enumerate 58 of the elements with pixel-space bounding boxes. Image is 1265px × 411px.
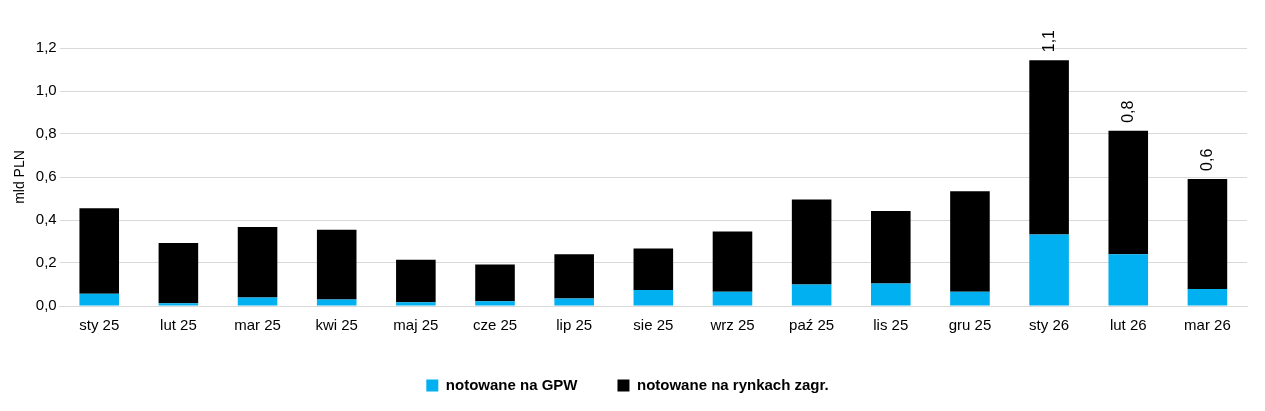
legend-label: notowane na GPW xyxy=(445,375,579,393)
bar xyxy=(79,208,120,294)
x-tick-label: lip 25 xyxy=(556,316,593,334)
x-tick-label: mar 26 xyxy=(1184,316,1231,334)
x-tick-label: maj 25 xyxy=(393,316,439,334)
bar xyxy=(1108,254,1149,306)
x-tick-label: lut 25 xyxy=(160,316,197,334)
bar xyxy=(633,248,674,291)
bar xyxy=(316,229,357,300)
bar xyxy=(871,283,911,306)
x-tick-label: sty 25 xyxy=(79,316,120,334)
x-tick-label: kwi 25 xyxy=(315,316,358,334)
bar xyxy=(237,226,278,298)
bar xyxy=(158,303,199,306)
y-tick-label: 0,2 xyxy=(35,253,57,271)
x-tick-label: paź 25 xyxy=(789,316,835,334)
x-tick-label: sty 26 xyxy=(1029,316,1070,334)
bar xyxy=(633,290,674,306)
bar xyxy=(475,301,515,306)
x-tick-label: lis 25 xyxy=(873,316,909,334)
bar xyxy=(554,254,594,299)
bar xyxy=(712,291,753,306)
bar xyxy=(950,191,990,292)
bar xyxy=(871,210,911,284)
bar xyxy=(1108,130,1149,255)
total-label: 0,6 xyxy=(1197,148,1215,171)
bar xyxy=(791,284,832,306)
x-tick-label: mar 25 xyxy=(234,316,281,334)
bar xyxy=(396,302,436,306)
y-axis-title: mld PLN xyxy=(11,150,28,204)
bar xyxy=(79,293,120,306)
bar xyxy=(1187,178,1228,290)
bar xyxy=(316,299,357,306)
bar xyxy=(237,297,278,306)
bar xyxy=(791,199,832,285)
bar xyxy=(554,298,594,306)
y-tick-label: 1,0 xyxy=(35,81,57,99)
y-tick-label: 1,2 xyxy=(35,38,57,56)
y-tick-label: 0,8 xyxy=(35,124,57,142)
legend-label: notowane na rynkach zagr. xyxy=(636,375,829,393)
bar xyxy=(1029,234,1069,306)
bar xyxy=(475,264,515,302)
x-tick-label: wrz 25 xyxy=(709,316,755,334)
total-label: 1,1 xyxy=(1039,29,1057,53)
x-tick-label: cze 25 xyxy=(472,316,518,334)
x-tick-label: lut 26 xyxy=(1109,316,1147,334)
x-tick-label: sie 25 xyxy=(633,316,674,334)
y-tick-label: 0,4 xyxy=(35,210,57,228)
bar xyxy=(712,231,753,292)
y-tick-label: 0,0 xyxy=(35,296,57,314)
bar xyxy=(1029,60,1069,235)
total-label: 0,8 xyxy=(1118,100,1136,123)
bar xyxy=(396,259,436,303)
x-tick-label: gru 25 xyxy=(948,316,992,334)
bar xyxy=(1187,289,1228,306)
y-tick-label: 0,6 xyxy=(35,167,57,185)
bar xyxy=(158,243,199,304)
bar xyxy=(950,291,990,306)
